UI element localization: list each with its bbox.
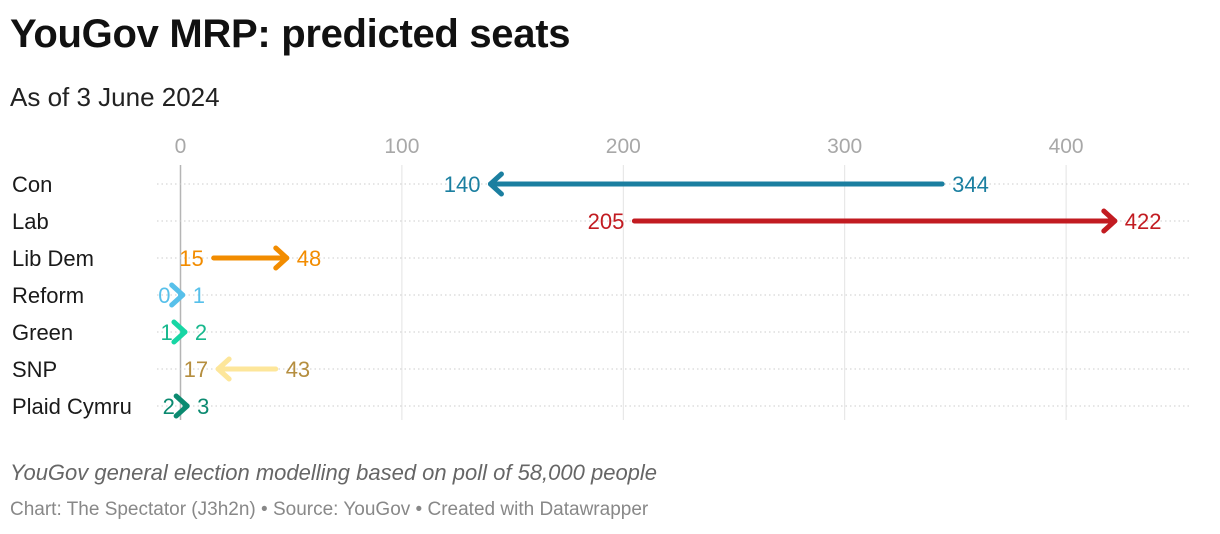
to-value-label: 17 — [184, 357, 208, 382]
from-value-label: 344 — [952, 172, 989, 197]
source-credit: Source: YouGov — [272, 499, 411, 520]
to-value-label: 3 — [197, 394, 209, 419]
category-label: Green — [12, 320, 73, 345]
arrow-head — [1101, 208, 1118, 234]
from-value-label: 2 — [163, 394, 175, 419]
tick-label-300: 300 — [827, 135, 862, 158]
chart-notes: YouGov general election modelling based … — [10, 460, 658, 485]
footer-separator: • — [255, 499, 273, 520]
category-label: Lib Dem — [12, 246, 94, 271]
row-con: Con 344 140 — [12, 171, 1190, 197]
x-axis-ticks: 0 100 200 300 400 — [175, 135, 1084, 158]
from-value-label: 43 — [286, 357, 310, 382]
to-value-label: 48 — [297, 246, 321, 271]
row-lib-dem: Lib Dem 15 48 — [12, 245, 1190, 271]
category-label: Con — [12, 172, 52, 197]
to-value-label: 1 — [193, 283, 205, 308]
category-label: Reform — [12, 283, 84, 308]
from-value-label: 1 — [160, 320, 172, 345]
category-label: Plaid Cymru — [12, 394, 132, 419]
from-value-label: 205 — [588, 209, 625, 234]
grid-lines — [179, 165, 1067, 420]
row-snp: SNP 43 17 — [12, 356, 1190, 382]
row-plaid-cymru: Plaid Cymru 2 3 — [12, 393, 1190, 419]
chart-credit: Chart: The Spectator (J3h2n) — [10, 499, 256, 520]
arrow-head — [273, 245, 290, 271]
footer-separator: • — [410, 499, 428, 520]
tick-label-100: 100 — [384, 135, 419, 158]
to-value-label: 2 — [195, 320, 207, 345]
arrow-head — [487, 171, 504, 197]
row-reform: Reform 0 1 — [12, 282, 1190, 308]
from-value-label: 0 — [158, 283, 170, 308]
category-label: SNP — [12, 357, 57, 382]
arrow-head — [215, 356, 232, 382]
datawrapper-credit: Created with Datawrapper — [427, 499, 649, 520]
arrow-chart: 0 100 200 300 400 Con 344 140 Lab 205 422 Lib Dem 1… — [12, 135, 1190, 420]
row-lab: Lab 205 422 — [12, 208, 1190, 234]
to-value-label: 140 — [444, 172, 481, 197]
arrow-head — [169, 282, 186, 308]
from-value-label: 15 — [179, 246, 203, 271]
to-value-label: 422 — [1125, 209, 1162, 234]
tick-label-200: 200 — [606, 135, 641, 158]
arrow-head — [171, 319, 188, 345]
row-green: Green 1 2 — [12, 319, 1190, 345]
chart-footer: Chart: The Spectator (J3h2n) • Source: Y… — [10, 499, 648, 521]
chart-subtitle: As of 3 June 2024 — [10, 82, 220, 112]
chart-title: YouGov MRP: predicted seats — [10, 12, 571, 56]
arrow-head — [173, 393, 190, 419]
category-label: Lab — [12, 209, 49, 234]
tick-label-400: 400 — [1049, 135, 1084, 158]
tick-label-0: 0 — [175, 135, 187, 158]
